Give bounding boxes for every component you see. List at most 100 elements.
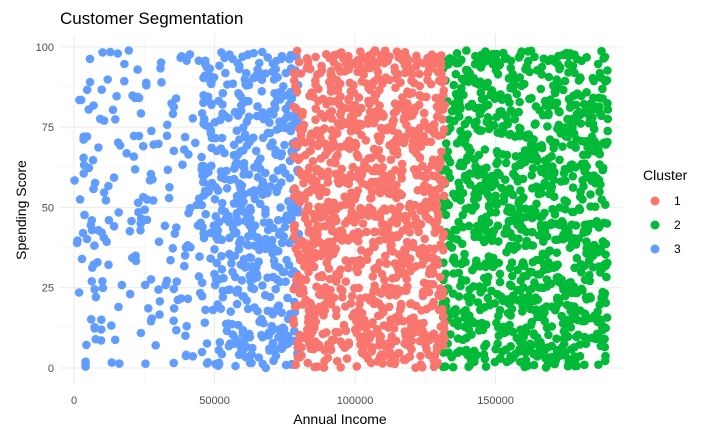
data-point: [222, 166, 231, 176]
data-point: [602, 76, 612, 85]
data-point: [465, 169, 475, 178]
data-point: [401, 215, 410, 225]
data-point: [387, 332, 397, 341]
data-point: [140, 280, 150, 290]
data-point: [154, 285, 163, 294]
data-point: [427, 160, 437, 170]
data-point: [122, 149, 131, 158]
data-point: [322, 258, 332, 268]
data-point: [228, 79, 238, 88]
data-point: [483, 78, 493, 88]
data-point: [370, 264, 379, 274]
data-point: [520, 362, 529, 372]
data-point: [552, 75, 561, 84]
data-point: [277, 344, 287, 354]
data-point: [603, 126, 612, 136]
data-point: [601, 250, 610, 259]
data-point: [393, 69, 403, 79]
data-point: [75, 95, 84, 105]
data-point: [239, 189, 249, 199]
data-point: [463, 69, 473, 78]
data-point: [451, 69, 461, 79]
data-point: [447, 352, 457, 362]
data-point: [253, 65, 262, 74]
data-point: [324, 197, 333, 207]
data-point: [525, 267, 534, 277]
data-point: [563, 320, 572, 330]
data-point: [290, 220, 300, 230]
data-point: [235, 61, 244, 71]
data-point: [87, 277, 97, 286]
data-point: [394, 230, 404, 239]
data-point: [440, 334, 450, 344]
data-point: [341, 59, 351, 68]
data-point: [117, 280, 127, 290]
data-point: [449, 80, 459, 90]
data-point: [202, 339, 212, 348]
data-point: [154, 237, 164, 246]
data-point: [397, 174, 407, 183]
data-point: [349, 229, 359, 238]
data-point: [201, 209, 210, 219]
data-point: [518, 174, 528, 184]
data-point: [289, 319, 299, 329]
data-point: [488, 262, 498, 272]
data-point: [586, 202, 595, 211]
data-point: [237, 276, 247, 285]
data-point: [480, 354, 490, 364]
data-point: [263, 186, 272, 196]
data-point: [580, 309, 590, 319]
data-point: [210, 118, 220, 127]
data-point: [534, 283, 543, 292]
data-point: [324, 237, 334, 247]
data-point: [527, 171, 536, 180]
data-point: [527, 142, 536, 152]
data-point: [581, 102, 591, 111]
data-point: [234, 89, 243, 98]
data-point: [561, 165, 570, 175]
data-point: [353, 186, 363, 195]
data-point: [525, 133, 534, 143]
data-point: [269, 247, 278, 256]
data-point: [502, 229, 512, 238]
data-point: [530, 296, 540, 306]
data-point: [432, 185, 441, 195]
data-point: [338, 292, 347, 302]
data-point: [378, 206, 387, 216]
data-point: [162, 131, 172, 141]
data-point: [271, 64, 281, 74]
data-point: [99, 188, 109, 197]
y-axis-ticks: 0 25 50 75 100: [36, 42, 54, 375]
data-point: [171, 94, 181, 103]
data-point: [258, 359, 268, 369]
data-point: [429, 297, 439, 307]
data-point: [161, 280, 170, 290]
x-axis-title: Annual Income: [293, 411, 387, 427]
data-point: [444, 240, 454, 250]
data-point: [509, 169, 518, 179]
data-point: [516, 204, 525, 214]
data-point: [257, 87, 267, 96]
data-point: [438, 304, 447, 314]
data-point: [522, 62, 531, 71]
data-point: [463, 152, 472, 162]
data-point: [389, 108, 399, 118]
data-point: [234, 160, 243, 169]
data-point: [97, 315, 106, 325]
data-point: [441, 165, 451, 174]
data-point: [534, 142, 543, 151]
data-point: [382, 259, 391, 269]
data-point: [369, 144, 379, 154]
data-point: [179, 145, 189, 154]
data-point: [509, 80, 519, 90]
data-point: [281, 216, 290, 225]
data-point: [130, 165, 140, 174]
data-point: [341, 277, 351, 286]
data-point: [86, 220, 96, 230]
data-point: [243, 304, 253, 314]
data-point: [507, 258, 517, 267]
data-point: [549, 175, 559, 185]
data-point: [293, 353, 303, 362]
data-point: [484, 114, 494, 124]
data-point: [434, 173, 443, 183]
